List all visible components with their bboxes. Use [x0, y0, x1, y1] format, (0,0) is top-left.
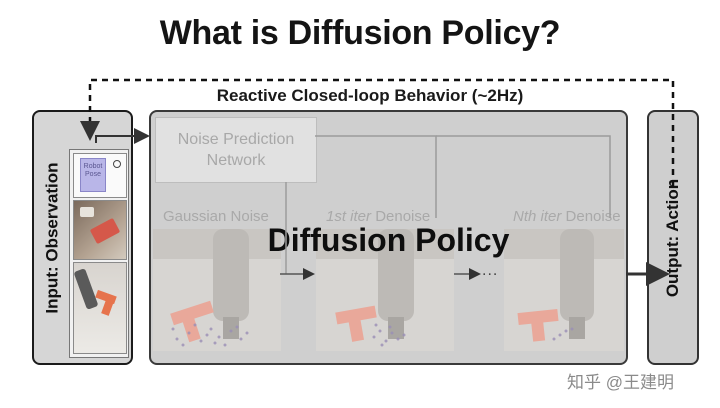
npn-line2: Network: [206, 152, 266, 169]
first-iter-denoise-label: 1st iter Denoise: [326, 208, 430, 225]
sticky-note: Robot Pose: [80, 158, 106, 192]
observation-robot-pose-thumb: Robot Pose: [73, 153, 127, 198]
nth-iter-suffix: Denoise: [565, 208, 621, 225]
gaussian-noise-label: Gaussian Noise: [163, 208, 269, 225]
nth-iter-prefix: Nth iter: [513, 208, 562, 225]
first-iter-panel: [316, 229, 454, 351]
nth-iter-denoise-label: Nth iter Denoise: [513, 208, 621, 225]
observation-to-network-arrow: [95, 128, 150, 144]
watermark-text: 知乎 @王建明: [567, 373, 674, 392]
observation-camera-thumb-1: [73, 200, 127, 260]
first-iter-prefix: 1st iter: [326, 208, 372, 225]
nth-iter-panel: [504, 229, 624, 351]
gripper-shape: [80, 207, 94, 217]
first-iter-suffix: Denoise: [375, 208, 431, 225]
sticky-note-line2: Pose: [85, 171, 101, 178]
closed-loop-label: Reactive Closed-loop Behavior (~2Hz): [216, 86, 524, 105]
diffusion-policy-label: Diffusion Policy: [267, 222, 510, 258]
observation-stack: Robot Pose: [69, 149, 129, 358]
sticky-note-line1: Robot: [83, 163, 103, 170]
first-iter-image: [316, 229, 454, 351]
gaussian-noise-image: [153, 229, 281, 351]
ellipsis-text: ...: [482, 262, 499, 279]
network-to-first-iter-line: [315, 135, 437, 218]
pose-marker-icon: [113, 160, 121, 168]
observation-camera-thumb-2: [73, 262, 127, 354]
nth-iter-image: [504, 229, 624, 351]
network-to-nth-iter-line: [436, 135, 611, 218]
closed-loop-dashed-arrow: [80, 78, 675, 186]
npn-line1: Noise Prediction: [177, 131, 295, 148]
noise-prediction-network-box: Noise Prediction Network: [155, 117, 317, 183]
slide-title: What is Diffusion Policy?: [159, 14, 561, 52]
gaussian-noise-panel: [153, 229, 281, 351]
